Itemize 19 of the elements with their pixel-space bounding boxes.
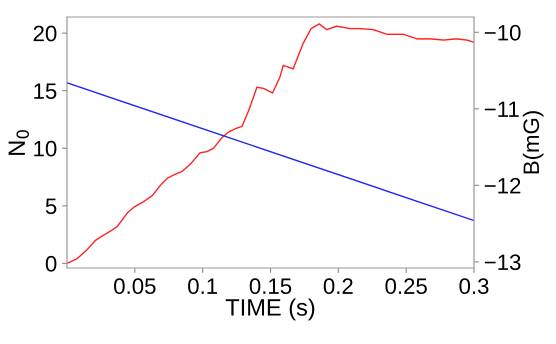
x-tick-label: 0.05 [114, 278, 156, 294]
y2-tick-label: −10 [484, 24, 521, 41]
x-tick-label: 0.15 [250, 278, 292, 294]
line-series [67, 23, 474, 264]
x-tick-label: 0.2 [324, 278, 353, 294]
x-tick-label: 0.3 [459, 278, 488, 294]
y2-tick-label: −13 [484, 254, 520, 270]
y-axis-title: N$_{0}$ [8, 130, 29, 155]
y-tick-label: 20 [34, 26, 56, 42]
x-tick-label: 0.25 [385, 278, 427, 294]
y-tick-label: 10 [34, 140, 56, 157]
y2-tick-label: −12 [484, 178, 520, 194]
y-tick-label: 0 [46, 256, 56, 272]
y2-axis-title: B(mG) [522, 111, 544, 174]
y-tick-label: 5 [46, 198, 56, 214]
x-axis-title: TIME (s) [226, 298, 314, 320]
y-tick-label: 15 [34, 83, 56, 99]
y2-tick-label: −11 [484, 102, 519, 117]
x-tick-label: 0.1 [188, 278, 218, 294]
